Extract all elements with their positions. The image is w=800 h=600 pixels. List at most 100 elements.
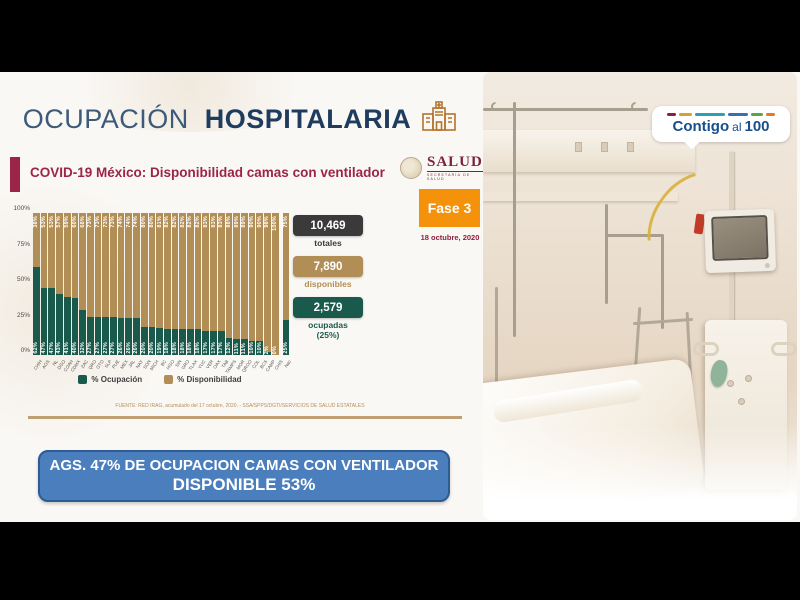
- x-tick-COAH: COAH: [62, 359, 75, 373]
- cart-knob: [745, 375, 752, 382]
- disponibilidad-value-label: 74%: [125, 216, 132, 228]
- highlight-banner: AGS. 47% DE OCUPACION CAMAS CON VENTILAD…: [38, 450, 450, 502]
- x-tick-DGO: DGO: [56, 359, 67, 371]
- legend-ocupacion: % Ocupación: [78, 375, 142, 384]
- ocupacion-value-label: 27%: [94, 342, 101, 354]
- segment-disponibilidad: [156, 213, 163, 329]
- segment-ocupacion: [163, 329, 171, 355]
- ocupacion-value-label: 10%: [256, 342, 263, 354]
- segment-disponibilidad: [210, 213, 217, 331]
- segment-ocupacion: [94, 316, 102, 355]
- iv-pole: [513, 102, 516, 337]
- segment-disponibilidad: [140, 213, 148, 327]
- segment-ocupacion: [33, 266, 40, 355]
- segment-disponibilidad: [217, 213, 225, 331]
- x-tick-MEX: MEX: [118, 359, 129, 370]
- bed-pole: [605, 204, 608, 304]
- disponibilidad-value-label: 74%: [133, 216, 140, 228]
- bar-MEX: 74% 26%: [117, 213, 125, 355]
- bar-MOR: 89% 11%: [233, 213, 240, 355]
- disponibilidad-value-label: 83%: [210, 216, 217, 228]
- stacked-bar-chart: 38% 62% 53% 47% 53% 47% 57% 43% 59% 41% 60% 40% 68% 3…: [33, 213, 290, 355]
- segment-disponibilidad: [40, 213, 48, 289]
- stat-ocupadas-sublabel: (25%): [316, 330, 340, 340]
- ocupacion-value-label: 20%: [148, 342, 155, 354]
- banner-line2: DISPONIBLE 53%: [172, 475, 316, 494]
- x-tick-QROO: QROO: [240, 359, 253, 374]
- segment-ocupacion: [117, 318, 125, 355]
- bar-AGS: 53% 47%: [40, 213, 48, 355]
- dash-gold: [679, 113, 692, 116]
- segment-disponibilidad: [102, 213, 110, 317]
- bar-SLP: 73% 27%: [102, 213, 110, 355]
- bar-NL: 53% 47%: [48, 213, 56, 355]
- dash-green: [751, 113, 763, 116]
- x-tick-SIN: SIN: [174, 359, 183, 369]
- disponibilidad-value-label: 89%: [241, 216, 248, 228]
- segment-disponibilidad: [202, 213, 210, 331]
- ocupacion-value-label: 47%: [48, 342, 55, 354]
- cart-handle: [693, 342, 719, 356]
- disponibilidad-value-label: 53%: [41, 216, 48, 228]
- segment-ocupacion: [79, 309, 86, 355]
- x-tick-YUC: YUC: [196, 359, 207, 370]
- x-tick-TAMPS: TAMPS: [224, 359, 238, 375]
- stat-ocupadas-label-text: ocupadas: [308, 320, 348, 330]
- contigo-100: 100: [744, 118, 770, 135]
- ocupacion-value-label: 27%: [102, 342, 109, 354]
- bar-OAX: 83% 17%: [210, 213, 217, 355]
- bar-SON: 80% 20%: [140, 213, 148, 355]
- bar-GRO: 82% 18%: [179, 213, 187, 355]
- disponibilidad-value-label: 89%: [233, 216, 240, 228]
- ocupacion-value-label: 18%: [172, 342, 178, 354]
- segment-disponibilidad: [179, 213, 187, 330]
- x-tick-ZAC: ZAC: [80, 359, 90, 370]
- bar-GTO: 73% 27%: [94, 213, 102, 355]
- stat-totales-label: totales: [314, 238, 342, 248]
- chart-y-axis: 100% 75% 50% 25% 0%: [4, 205, 30, 355]
- stat-disponibles-value: 7,890: [293, 256, 363, 277]
- segment-disponibilidad: [86, 213, 94, 317]
- segment-ocupacion: [194, 329, 202, 355]
- segment-ocupacion: [110, 316, 117, 355]
- ocupacion-value-label: 26%: [125, 342, 132, 354]
- disponibilidad-value-label: 38%: [33, 216, 40, 228]
- legend-disponibilidad: % Disponibilidad: [164, 375, 242, 384]
- dash-maroon: [667, 113, 676, 116]
- chart-x-axis-labels: CHIH AGS NL DGO COAH CDMX ZAC QRO GTO SLP PUE MEX JA…: [32, 357, 292, 375]
- ocupacion-value-label: 27%: [110, 342, 117, 354]
- segment-ocupacion: [248, 340, 256, 355]
- bar-DGO: 57% 43%: [56, 213, 63, 355]
- segment-ocupacion: [48, 288, 56, 355]
- salud-logo-title: SALUD: [427, 154, 483, 170]
- segment-ocupacion: [133, 318, 140, 355]
- y-tick: 50%: [16, 276, 30, 283]
- segment-ocupacion: [86, 316, 94, 355]
- accent-bar: [10, 157, 20, 192]
- segment-disponibilidad: [33, 213, 40, 267]
- disponibilidad-value-label: 100%: [272, 216, 279, 231]
- segment-ocupacion: [264, 352, 271, 355]
- x-tick-JAL: JAL: [127, 359, 137, 369]
- x-tick-PUE: PUE: [111, 359, 121, 370]
- disponibilidad-value-label: 90%: [249, 216, 256, 228]
- disponibilidad-value-label: 68%: [79, 216, 86, 228]
- disponibilidad-value-label: 53%: [48, 216, 55, 228]
- x-tick-CDMX: CDMX: [70, 359, 82, 373]
- slide-panel: OCUPACIÓN HOSPITALARIA COVID-19 México: D…: [0, 72, 800, 522]
- segment-disponibilidad: [79, 213, 86, 310]
- ventilator-pole: [729, 152, 734, 422]
- salud-logo-subtitle: SECRETARÍA DE SALUD: [427, 171, 490, 181]
- segment-disponibilidad: [240, 213, 248, 340]
- x-tick-CHIH: CHIH: [32, 359, 43, 371]
- bar-ZAC: 68% 32%: [79, 213, 86, 355]
- headboard-post: [495, 287, 498, 387]
- x-tick-Nac: Nac: [283, 359, 292, 369]
- ocupacion-value-label: 19%: [156, 342, 163, 354]
- bar-QROO: 89% 11%: [240, 213, 248, 355]
- segment-ocupacion: [171, 329, 179, 355]
- hospital-icon: [421, 100, 457, 139]
- disponibilidad-value-label: 82%: [187, 216, 194, 228]
- bed-pole: [661, 234, 664, 329]
